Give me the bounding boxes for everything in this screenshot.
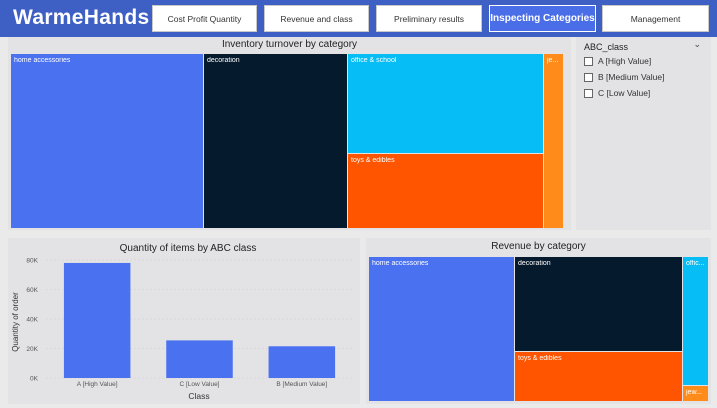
treemap-cell-jewelry[interactable]: je...: [543, 53, 564, 229]
bar-c-low-value[interactable]: [166, 340, 233, 378]
treemap-cell-label: toys & edibles: [518, 355, 562, 362]
treemap-cell-label: decoration: [207, 57, 240, 64]
y-tick-label: 60K: [26, 287, 38, 294]
tab-inspecting-categories[interactable]: Inspecting Categories: [489, 5, 596, 32]
abc-class-slicer: ABC_class ⌄ A [High Value] B [Medium Val…: [576, 37, 711, 230]
treemap-cell-label: jew...: [686, 389, 702, 396]
x-tick-label: B [Medium Value]: [276, 381, 327, 388]
treemap-cell-decoration[interactable]: decoration: [203, 53, 348, 229]
treemap-cell-decoration[interactable]: decoration: [514, 256, 683, 352]
checkbox[interactable]: [584, 56, 593, 66]
treemap-cell-label: toys & edibles: [351, 157, 395, 164]
y-tick-label: 0K: [30, 376, 39, 383]
treemap-cell-office-school[interactable]: office & school: [347, 53, 544, 154]
checkbox[interactable]: [584, 88, 593, 98]
bar-a-high-value[interactable]: [63, 262, 131, 378]
x-tick-label: A [High Value]: [77, 381, 118, 388]
quantity-bar-chart: Quantity of items by ABC class 0K 20K 40K 6…: [11, 243, 353, 401]
brand-title: WarmeHands: [13, 6, 150, 29]
quantity-bar-chart-panel: Quantity of items by ABC class 0K 20K 40K 6…: [8, 238, 360, 404]
treemap-cell-label: je...: [547, 57, 559, 64]
slicer-title: ABC_class: [584, 42, 629, 52]
slicer-option-a[interactable]: A [High Value]: [584, 56, 651, 66]
treemap-cell-jewelry[interactable]: jew...: [682, 385, 709, 402]
x-tick-label: C [Low Value]: [180, 381, 220, 388]
chevron-down-icon[interactable]: ⌄: [693, 40, 701, 50]
treemap-cell-toys-edibles[interactable]: toys & edibles: [514, 351, 683, 402]
x-axis-label: Class: [188, 391, 209, 401]
slicer-option-b[interactable]: B [Medium Value]: [584, 72, 664, 82]
y-tick-label: 20K: [26, 346, 38, 353]
tab-management[interactable]: Management: [602, 5, 709, 32]
header-bar: WarmeHands Cost Profit Quantity Revenue …: [0, 0, 717, 37]
treemap-cell-label: home accessories: [372, 260, 429, 267]
tab-cost-profit-quantity[interactable]: Cost Profit Quantity: [152, 5, 257, 32]
treemap-cell-label: office & school: [351, 57, 397, 64]
treemap-cell-toys-edibles[interactable]: toys & edibles: [347, 153, 544, 229]
slicer-option-c[interactable]: C [Low Value]: [584, 88, 650, 98]
chart-title: Quantity of items by ABC class: [120, 243, 257, 254]
checkbox[interactable]: [584, 72, 593, 82]
slicer-option-label: A [High Value]: [598, 56, 652, 66]
revenue-treemap-title: Revenue by category: [491, 241, 586, 252]
treemap-cell-home-accessories[interactable]: home accessories: [368, 256, 515, 402]
tab-preliminary-results[interactable]: Preliminary results: [376, 5, 482, 32]
treemap-cell-label: decoration: [518, 260, 551, 267]
y-axis-label: Quantity of order: [11, 292, 20, 352]
inventory-treemap-panel: Inventory turnover by category home acce…: [8, 37, 571, 230]
slicer-option-label: C [Low Value]: [598, 88, 651, 98]
treemap-cell-office-school[interactable]: offic...: [682, 256, 709, 386]
treemap-cell-label: home accessories: [14, 57, 71, 64]
revenue-treemap-panel: Revenue by category home accessories dec…: [366, 238, 711, 404]
bar-b-medium-value[interactable]: [268, 346, 336, 378]
tab-revenue-and-class[interactable]: Revenue and class: [264, 5, 369, 32]
inventory-treemap-title: Inventory turnover by category: [221, 39, 358, 50]
treemap-cell-home-accessories[interactable]: home accessories: [10, 53, 204, 229]
slicer-option-label: B [Medium Value]: [598, 72, 665, 82]
y-tick-label: 80K: [26, 258, 38, 265]
treemap-cell-label: offic...: [686, 260, 705, 267]
y-tick-label: 40K: [26, 317, 38, 324]
